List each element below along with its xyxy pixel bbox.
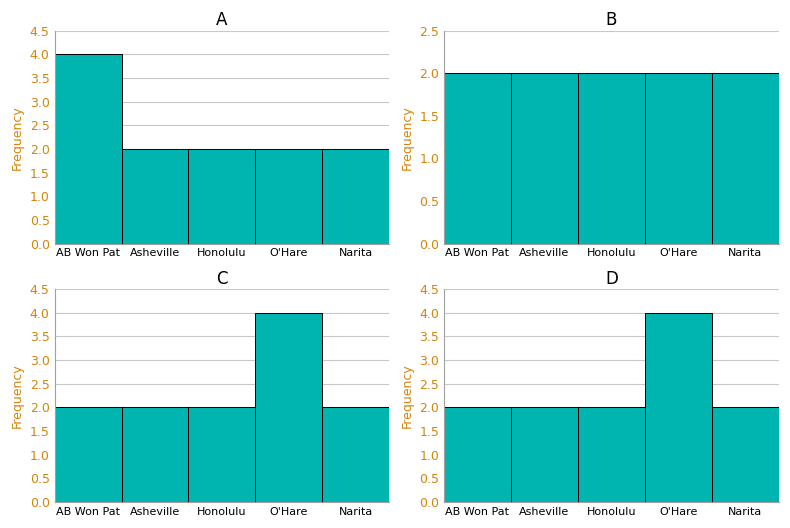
Y-axis label: Frequency: Frequency xyxy=(401,105,413,169)
Bar xyxy=(55,54,122,243)
Bar xyxy=(322,149,389,243)
Bar xyxy=(189,149,255,243)
Title: A: A xyxy=(216,11,228,29)
Bar xyxy=(645,313,712,502)
Bar xyxy=(645,73,712,243)
Bar xyxy=(578,408,645,502)
Title: C: C xyxy=(216,270,228,288)
Title: D: D xyxy=(605,270,618,288)
Bar xyxy=(55,408,122,502)
Y-axis label: Frequency: Frequency xyxy=(11,363,24,428)
Bar xyxy=(511,408,578,502)
Bar xyxy=(444,408,511,502)
Bar xyxy=(122,149,189,243)
Bar xyxy=(444,73,511,243)
Bar xyxy=(578,73,645,243)
Bar xyxy=(712,408,779,502)
Y-axis label: Frequency: Frequency xyxy=(11,105,24,169)
Bar xyxy=(122,408,189,502)
Bar xyxy=(189,408,255,502)
Bar xyxy=(255,313,322,502)
Bar xyxy=(712,73,779,243)
Bar xyxy=(255,149,322,243)
Y-axis label: Frequency: Frequency xyxy=(401,363,413,428)
Bar xyxy=(511,73,578,243)
Title: B: B xyxy=(606,11,617,29)
Bar xyxy=(322,408,389,502)
